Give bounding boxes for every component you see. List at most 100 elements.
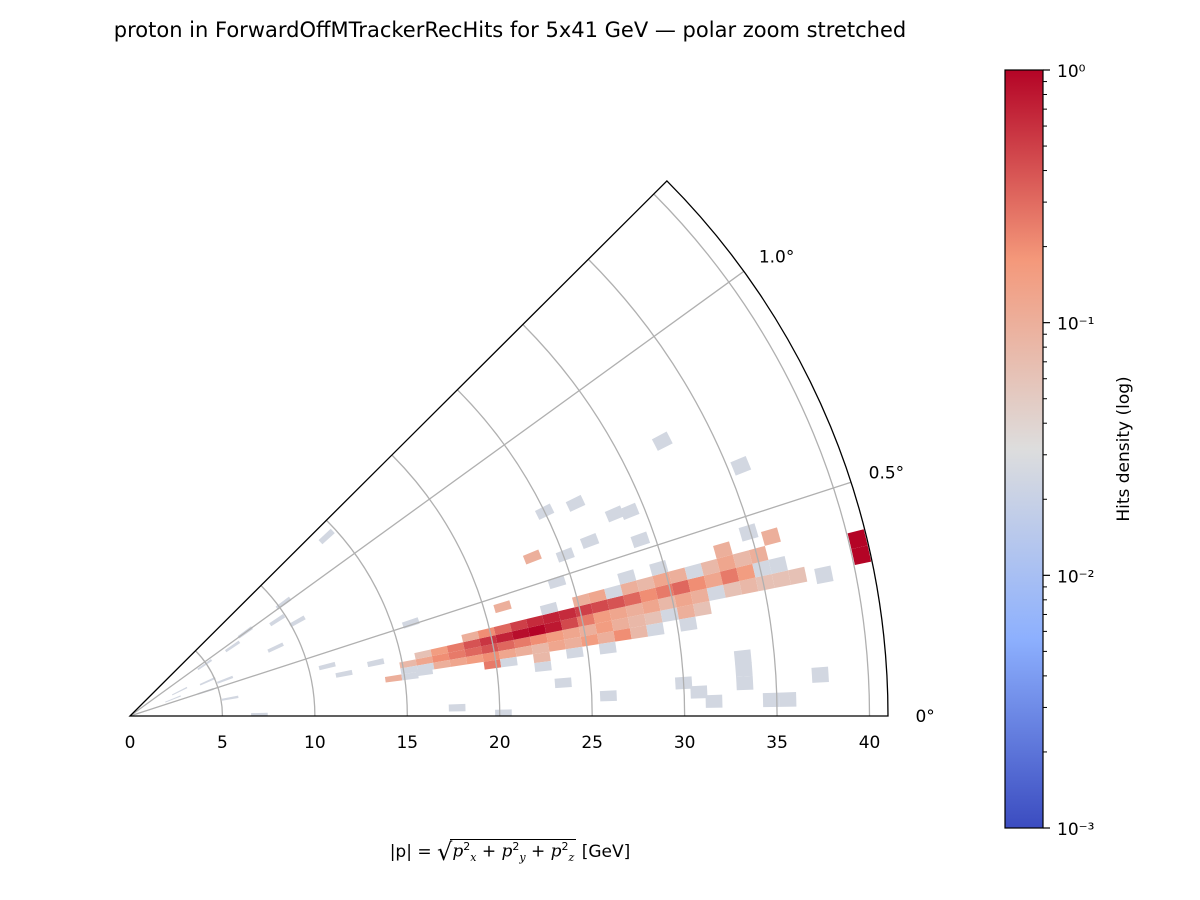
heatmap-cell	[565, 646, 584, 659]
polar-frame-outline	[128, 180, 889, 717]
theta-gridline	[129, 270, 745, 717]
theta-tick-label: 0°	[915, 707, 934, 727]
heatmap-cell	[433, 659, 451, 670]
heatmap-cell	[690, 588, 710, 605]
r-gridline	[456, 389, 593, 717]
heatmap-cell	[546, 630, 565, 643]
heatmap-cell	[498, 648, 517, 660]
heatmap-cell	[544, 620, 563, 634]
r-gridline	[522, 324, 686, 717]
r-gridline	[195, 650, 224, 717]
heatmap-cell	[736, 563, 756, 582]
heatmap-cell	[565, 494, 586, 512]
heatmap-cell	[613, 628, 632, 642]
heatmap-cell	[522, 549, 542, 565]
heatmap-cell	[579, 533, 600, 550]
heatmap-cell	[275, 596, 292, 610]
heatmap-cell	[414, 649, 432, 660]
heatmap-cell	[636, 576, 656, 592]
heatmap-cell	[651, 431, 673, 451]
r-tick-label: 20	[489, 733, 511, 753]
r-gridline	[587, 258, 778, 717]
heatmap-cell	[590, 599, 610, 614]
heatmap-cell	[678, 616, 698, 632]
heatmap-cell	[564, 636, 583, 650]
chart-title: proton in ForwardOffMTrackerRecHits for …	[113, 18, 907, 42]
xlabel-p: p	[501, 842, 513, 862]
heatmap-cell	[515, 645, 533, 657]
heatmap-cell	[595, 620, 614, 634]
heatmap-cell	[668, 567, 688, 584]
theta-gridline	[129, 481, 852, 717]
heatmap-cell	[267, 642, 284, 653]
heatmap-cell	[598, 641, 617, 655]
heatmap-cell	[251, 712, 268, 716]
heatmap-cell	[449, 656, 468, 667]
colorbar-tick-label: 10⁰	[1057, 62, 1086, 82]
r-tick-label: 30	[674, 733, 696, 753]
heatmap-cell	[539, 601, 559, 616]
theta-tick-labels: 0° 0.5° 1.0°	[759, 247, 935, 727]
heatmap-cell	[463, 638, 481, 650]
heatmap-cell	[684, 563, 704, 580]
heatmap-cell	[448, 703, 466, 712]
heatmap-cell	[542, 611, 561, 625]
heatmap-cell	[609, 606, 628, 621]
heatmap-cell	[733, 649, 752, 665]
heatmap-cell	[739, 577, 759, 595]
heatmap-cell	[493, 623, 512, 636]
r-gridline	[391, 454, 501, 717]
heatmap-cell	[625, 602, 645, 618]
heatmap-cell	[495, 709, 512, 716]
xlabel-sub-z: z	[568, 851, 575, 865]
xlabel-exp: 2	[463, 840, 471, 854]
heatmap-cell	[593, 609, 612, 624]
heatmap-cell	[676, 604, 696, 620]
heatmap-cell	[558, 607, 577, 621]
heatmap-cell	[197, 659, 213, 671]
heatmap-cell	[736, 675, 754, 691]
polar-frame	[128, 180, 889, 717]
heatmap-cell	[644, 610, 663, 626]
theta-tick-label: 1.0°	[759, 247, 795, 267]
xlabel-sub-y: y	[519, 851, 526, 865]
heatmap-cell	[399, 659, 417, 669]
heatmap-cell	[547, 574, 567, 590]
heatmap-cell	[289, 615, 306, 628]
heatmap-cell	[415, 656, 434, 666]
heatmap-cell	[639, 587, 658, 603]
heatmap-cell	[851, 545, 872, 566]
heatmap-cell	[627, 613, 647, 629]
heatmap-cell	[687, 575, 707, 592]
heatmap-cell	[495, 631, 514, 644]
xlabel-exp: 2	[561, 840, 569, 854]
heatmap-cell	[700, 558, 720, 576]
heatmap-cell	[562, 626, 581, 640]
heatmap-cell	[604, 584, 623, 600]
heatmap-cell	[611, 617, 630, 632]
heatmap-cell	[693, 601, 712, 617]
xlabel-exp: 2	[512, 840, 520, 854]
heatmap-cell	[620, 580, 640, 596]
heatmap-cell	[629, 625, 649, 640]
x-axis-label: |p| = √p2x + p2y + p2z [GeV]	[300, 838, 720, 866]
theta-tick-label: 0.5°	[869, 464, 905, 484]
r-tick-label: 35	[766, 733, 788, 753]
xlabel-p: p	[452, 842, 464, 862]
heatmap-cell	[446, 642, 465, 653]
heatmap-cell	[415, 667, 434, 677]
heatmap-cell	[619, 502, 640, 520]
heatmap-cell	[630, 531, 651, 549]
heatmap-cell	[528, 624, 547, 637]
heatmap-cell	[811, 666, 829, 683]
heatmap-cell	[464, 646, 483, 657]
heatmap-cell	[384, 674, 403, 683]
r-gridline	[260, 585, 316, 717]
heatmap-cell	[554, 677, 572, 689]
colorbar-tick-label: 10⁻³	[1057, 820, 1094, 840]
heatmap-cell	[606, 595, 626, 610]
r-tick-label: 15	[396, 733, 418, 753]
heatmap-cell	[224, 640, 241, 653]
heatmap-cell	[604, 505, 625, 523]
heatmap-cell	[716, 554, 737, 572]
